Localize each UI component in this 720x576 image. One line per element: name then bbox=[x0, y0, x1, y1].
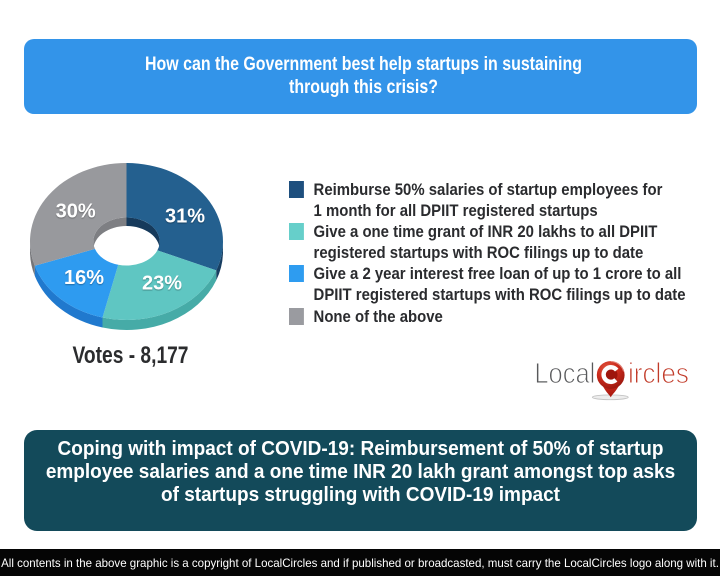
svg-text:16%: 16% bbox=[64, 267, 104, 289]
svg-text:31%: 31% bbox=[165, 206, 205, 228]
svg-text:30%: 30% bbox=[56, 200, 96, 222]
svg-text:23%: 23% bbox=[142, 272, 182, 294]
